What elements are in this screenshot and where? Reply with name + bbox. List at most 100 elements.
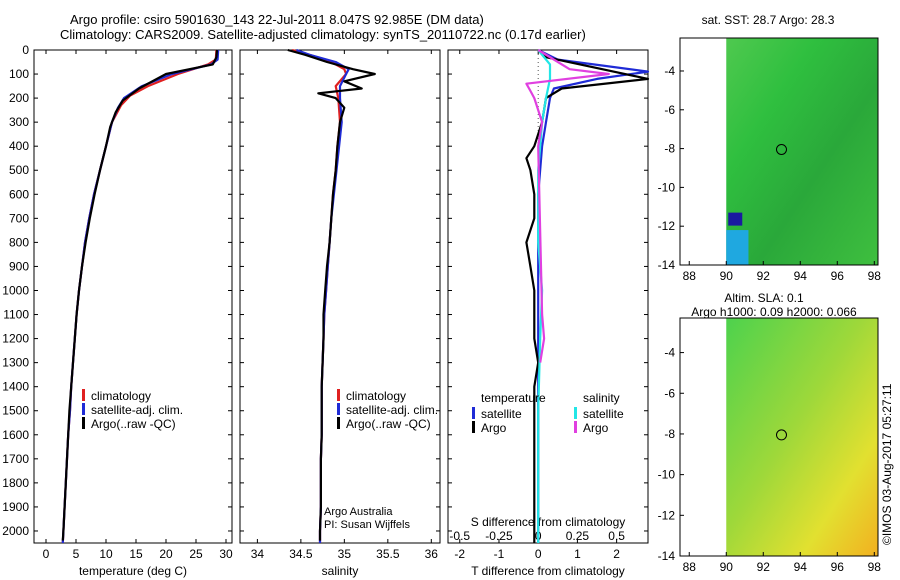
x-tick-label: 10 bbox=[99, 547, 113, 561]
map-x-tick-label: 98 bbox=[868, 560, 882, 574]
top-tick-label: -0.25 bbox=[485, 529, 513, 543]
x-tick-label: 35 bbox=[338, 547, 352, 561]
map-x-tick-label: 90 bbox=[720, 560, 734, 574]
legend-label: climatology bbox=[346, 389, 406, 403]
annotation-text: PI: Susan Wijffels bbox=[324, 519, 410, 531]
map-x-tick-label: 94 bbox=[794, 560, 808, 574]
legend-label: Argo bbox=[481, 421, 507, 435]
map-y-tick-label: -12 bbox=[658, 508, 676, 522]
top-tick-label: -0.5 bbox=[449, 529, 470, 543]
depth-tick-label: 400 bbox=[9, 139, 29, 153]
depth-tick-label: 0 bbox=[22, 43, 29, 57]
x-tick-label: 2 bbox=[613, 547, 620, 561]
legend-swatch bbox=[82, 403, 85, 415]
legend-label: satellite-adj. clim. bbox=[91, 403, 183, 417]
top-axis-label: S difference from climatology bbox=[471, 515, 626, 529]
depth-tick-label: 700 bbox=[9, 211, 29, 225]
depth-tick-label: 2000 bbox=[2, 524, 29, 538]
legend-label: Argo bbox=[583, 421, 609, 435]
legend-label: Argo(..raw -QC) bbox=[91, 417, 176, 431]
x-tick-label: 36 bbox=[425, 547, 439, 561]
map-x-tick-label: 90 bbox=[720, 269, 734, 283]
map-y-tick-label: -10 bbox=[658, 180, 676, 194]
map-y-tick-label: -4 bbox=[664, 64, 675, 78]
panel-frame bbox=[447, 49, 649, 544]
map-y-tick-label: -6 bbox=[664, 103, 675, 117]
plot-title-line1: Argo profile: csiro 5901630_143 22-Jul-2… bbox=[70, 12, 484, 27]
depth-tick-label: 1700 bbox=[2, 452, 29, 466]
x-axis-label: temperature (deg C) bbox=[79, 564, 187, 578]
depth-tick-label: 1100 bbox=[3, 308, 29, 322]
map-x-tick-label: 88 bbox=[683, 560, 697, 574]
x-tick-label: 34 bbox=[251, 547, 265, 561]
legend-swatch bbox=[337, 389, 340, 401]
legend-heading-salinity: salinity bbox=[583, 391, 620, 405]
panel-frame bbox=[33, 49, 233, 544]
legend-label: climatology bbox=[91, 389, 151, 403]
map-x-tick-label: 96 bbox=[831, 560, 845, 574]
legend-swatch bbox=[82, 417, 85, 429]
x-axis-label: T difference from climatology bbox=[471, 564, 625, 578]
x-axis-label: salinity bbox=[322, 564, 359, 578]
legend-swatch bbox=[82, 389, 85, 401]
top-tick-label: 0.25 bbox=[566, 529, 590, 543]
legend-label: Argo(..raw -QC) bbox=[346, 417, 431, 431]
depth-tick-label: 500 bbox=[9, 163, 29, 177]
map-title: sat. SST: 28.7 Argo: 28.3 bbox=[702, 13, 835, 27]
depth-tick-label: 1600 bbox=[2, 428, 29, 442]
map-title: Altim. SLA: 0.1 bbox=[724, 291, 804, 305]
legend-label: satellite bbox=[583, 407, 624, 421]
map-x-tick-label: 88 bbox=[683, 269, 697, 283]
depth-tick-label: 1200 bbox=[2, 332, 29, 346]
x-tick-label: 25 bbox=[189, 547, 203, 561]
annotation-text: Argo Australia bbox=[324, 506, 393, 518]
legend-swatch bbox=[574, 421, 577, 433]
argo-position-marker bbox=[775, 144, 787, 156]
depth-tick-label: 300 bbox=[9, 115, 29, 129]
panel-salinity: 34 34.5 35 35.5 36 salinity climatologysatelli… bbox=[239, 48, 441, 578]
map-y-tick-label: -10 bbox=[658, 468, 676, 482]
x-tick-label: 0 bbox=[535, 547, 542, 561]
x-tick-label: 0 bbox=[43, 547, 50, 561]
map-y-tick-label: -14 bbox=[658, 549, 676, 563]
series-line-3 bbox=[525, 49, 610, 363]
map-cold-patch bbox=[728, 212, 743, 226]
legend-swatch bbox=[472, 421, 475, 433]
argo-position-marker bbox=[775, 429, 787, 441]
map-x-tick-label: 92 bbox=[757, 269, 771, 283]
map-y-tick-label: -14 bbox=[658, 258, 676, 272]
map-x-tick-label: 98 bbox=[868, 269, 882, 283]
map-frame bbox=[679, 37, 879, 266]
legend-heading-temperature: temperature bbox=[481, 391, 546, 405]
map-frame bbox=[679, 317, 879, 557]
depth-tick-label: 100 bbox=[9, 67, 29, 81]
depth-tick-label: 1400 bbox=[2, 380, 29, 394]
map-y-tick-label: -8 bbox=[664, 142, 675, 156]
map-y-tick-label: -12 bbox=[658, 219, 676, 233]
legend-swatch bbox=[574, 407, 577, 419]
x-tick-label: 34.5 bbox=[289, 547, 313, 561]
depth-tick-label: 1800 bbox=[2, 476, 29, 490]
top-tick-label: 0.5 bbox=[608, 529, 625, 543]
depth-tick-label: 900 bbox=[9, 259, 29, 273]
map-y-tick-label: -4 bbox=[664, 346, 675, 360]
depth-tick-label: 200 bbox=[9, 91, 29, 105]
panel-temperature: 0100200300400500600700800900100011001200… bbox=[2, 43, 233, 578]
depth-tick-label: 1900 bbox=[2, 500, 29, 514]
map-y-tick-label: -8 bbox=[664, 427, 675, 441]
legend-swatch bbox=[472, 407, 475, 419]
legend-swatch bbox=[337, 403, 340, 415]
legend-label: satellite-adj. clim. bbox=[346, 403, 438, 417]
map-sla-map: 88 90 92 94 96 98 -4 -6 -8 -10 -12 -14 Altim. SLA: 0… bbox=[658, 291, 882, 574]
map-subtitle: Argo h1000: 0.09 h2000: 0.066 bbox=[691, 305, 857, 319]
map-sst-map: 88 90 92 94 96 98 -4 -6 -8 -10 -12 -14 sat. SST: 28.… bbox=[658, 13, 882, 283]
series-line-2 bbox=[61, 49, 219, 541]
series-line-2 bbox=[287, 48, 376, 541]
legend-swatch bbox=[337, 417, 340, 429]
x-tick-label: 15 bbox=[129, 547, 143, 561]
depth-tick-label: 1300 bbox=[2, 356, 29, 370]
map-field bbox=[726, 318, 878, 556]
x-tick-label: 35.5 bbox=[376, 547, 400, 561]
x-tick-label: 20 bbox=[159, 547, 173, 561]
